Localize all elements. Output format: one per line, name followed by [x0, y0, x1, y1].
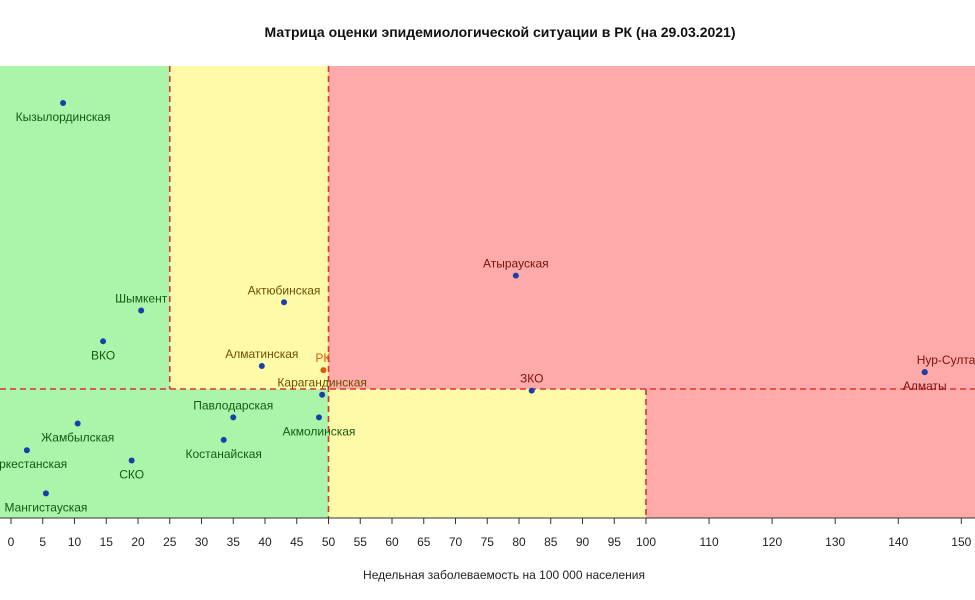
x-tick-label: 10 — [68, 535, 82, 549]
data-point-label: ЗКО — [520, 372, 543, 386]
x-axis: 0 5 10 15 20 25 30 35 40 45 50 55 60 65 70 75 80 85 90 95 10… — [0, 517, 975, 549]
x-tick-label: 35 — [227, 535, 241, 549]
risk-zones — [0, 66, 975, 518]
x-tick-label: 85 — [544, 535, 558, 549]
data-point-label: Нур-Султан — [917, 353, 975, 367]
data-point-label: Алматинская — [225, 347, 298, 361]
threshold-lines — [0, 66, 975, 518]
data-point — [74, 420, 81, 427]
zone-yellow-upper — [169, 66, 329, 389]
x-tick-label: 45 — [290, 535, 304, 549]
data-point-label: Акмолинская — [283, 424, 356, 438]
data-point — [42, 490, 49, 497]
data-point — [220, 436, 227, 443]
data-point-label: РК — [315, 351, 330, 365]
data-point — [23, 447, 30, 454]
x-tick-label: 60 — [385, 535, 399, 549]
data-point-label: Атырауская — [483, 257, 549, 271]
x-tick-label: 140 — [888, 535, 908, 549]
data-point — [921, 369, 928, 376]
data-point-label: Карагандинская — [277, 376, 366, 390]
data-point — [138, 307, 145, 314]
data-point — [230, 414, 237, 421]
data-point-label: СКО — [119, 467, 144, 481]
x-tick-label: 120 — [762, 535, 782, 549]
x-tick-label: 20 — [131, 535, 145, 549]
data-point — [128, 457, 135, 464]
x-tick-label: 70 — [449, 535, 463, 549]
data-point — [60, 99, 67, 106]
zone-red-lower — [646, 389, 975, 518]
zone-green-upper — [0, 66, 170, 389]
x-tick-label: 100 — [636, 535, 656, 549]
x-tick-label: 65 — [417, 535, 431, 549]
zone-yellow-lower — [328, 389, 646, 518]
data-point-label: Туркестанская — [0, 457, 67, 471]
x-tick-label: 75 — [481, 535, 495, 549]
x-tick-label: 0 — [8, 535, 15, 549]
x-tick-label: 95 — [608, 535, 622, 549]
data-point-label: Жамбылская — [41, 430, 114, 444]
x-axis-label: Недельная заболеваемость на 100 000 насе… — [363, 568, 645, 582]
data-point-label: Актюбинская — [248, 283, 321, 297]
x-tick-label: 80 — [512, 535, 526, 549]
data-point-label: Мангистауская — [4, 500, 87, 514]
data-point — [319, 391, 326, 398]
chart-title: Матрица оценки эпидемиологической ситуац… — [264, 24, 736, 40]
x-tick-label: 55 — [354, 535, 368, 549]
data-point-label: Павлодарская — [193, 398, 273, 412]
x-tick-label: 130 — [825, 535, 845, 549]
x-tick-label: 90 — [576, 535, 590, 549]
data-point — [258, 362, 265, 369]
x-tick-label: 110 — [699, 535, 718, 549]
zone-red-upper — [328, 66, 975, 389]
data-point-label: Костанайская — [186, 447, 262, 461]
data-point — [315, 414, 322, 421]
data-point — [320, 367, 327, 374]
data-point-label: ВКО — [91, 348, 115, 362]
x-tick-label: 25 — [163, 535, 177, 549]
data-point-label: Кызылординская — [16, 110, 111, 124]
x-tick-label: 5 — [39, 535, 46, 549]
x-tick-label: 15 — [100, 535, 114, 549]
data-point — [512, 272, 519, 279]
zone-green-lower — [0, 389, 329, 518]
x-tick-label: 30 — [195, 535, 209, 549]
data-points: Кызылординская Атырауская Актюбинская Шымке… — [0, 99, 975, 514]
data-point — [281, 299, 288, 306]
data-point-label: Шымкент — [115, 291, 168, 305]
x-tick-label: 40 — [258, 535, 272, 549]
data-point — [528, 387, 535, 394]
x-tick-label: 50 — [322, 535, 336, 549]
x-tick-label: 150 — [951, 535, 971, 549]
data-point-label: Алматы — [903, 379, 947, 393]
data-point — [100, 338, 107, 345]
